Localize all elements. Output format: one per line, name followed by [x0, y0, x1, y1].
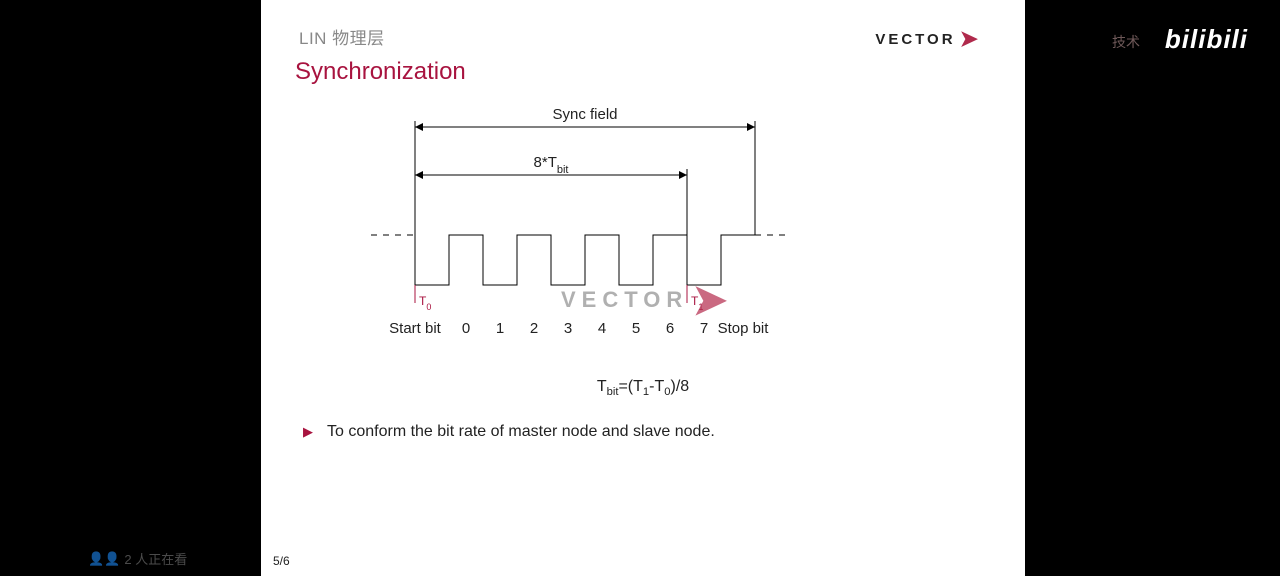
bullet-triangle-icon: ▶ [303, 424, 313, 440]
viewer-count-text: 2 人正在看 [124, 549, 187, 568]
vector-logo: VECTOR ➤ [875, 26, 981, 52]
svg-text:3: 3 [564, 320, 572, 337]
vector-logo-arrow-icon: ➤ [960, 26, 981, 52]
formula: Tbit=(T1-T0)/8 [261, 378, 1025, 398]
viewer-count: 👤👤 2 人正在看 [88, 549, 187, 568]
svg-text:6: 6 [666, 320, 674, 337]
svg-text:T1: T1 [691, 294, 703, 312]
author-watermark: 技术 [1112, 32, 1140, 52]
svg-text:4: 4 [598, 320, 606, 337]
slide: LIN 物理层 VECTOR ➤ Synchronization T0 T1 Sta… [261, 0, 1025, 576]
slide-title: Synchronization [295, 58, 466, 86]
svg-text:Stop bit: Stop bit [718, 320, 770, 337]
svg-text:T0: T0 [419, 294, 431, 312]
svg-text:8*Tbit: 8*Tbit [534, 154, 569, 176]
svg-text:Start bit: Start bit [389, 320, 442, 337]
svg-text:5: 5 [632, 320, 640, 337]
bilibili-logo: bilibili [1165, 24, 1248, 55]
bullet-item: ▶ To conform the bit rate of master node… [303, 423, 715, 441]
vector-logo-text: VECTOR [875, 31, 955, 48]
svg-text:7: 7 [700, 320, 708, 337]
svg-text:0: 0 [462, 320, 470, 337]
page-number: 5/6 [273, 554, 290, 568]
people-icon: 👤👤 [88, 551, 120, 567]
sync-diagram: T0 T1 Start bit 0 1 2 3 4 5 6 7 Stop bit Sync field 8… [361, 105, 861, 385]
breadcrumb: LIN 物理层 [299, 24, 385, 49]
svg-text:2: 2 [530, 320, 538, 337]
svg-text:Sync field: Sync field [552, 106, 617, 123]
bullet-text: To conform the bit rate of master node a… [327, 423, 715, 441]
svg-text:1: 1 [496, 320, 504, 337]
